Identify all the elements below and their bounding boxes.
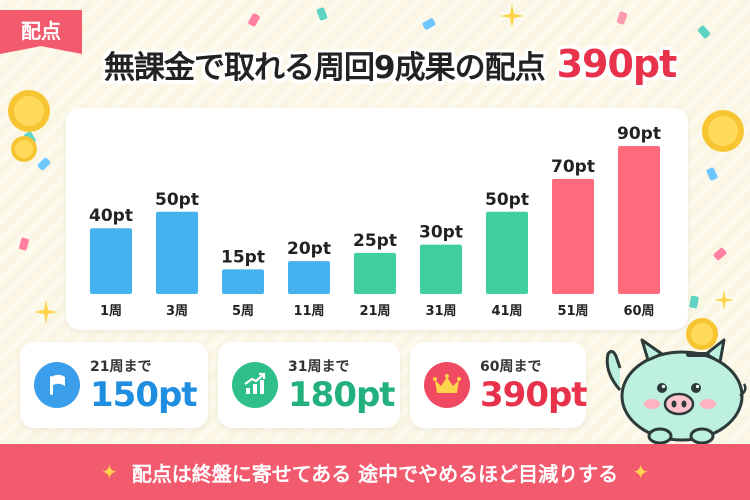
bar-31周	[420, 244, 462, 294]
title-text: 無課金で取れる周回9成果の配点	[104, 49, 546, 86]
chart-card: 40pt 1周 50pt 3周 15pt 5周 20pt 11周 25pt 21周 30pt 31周 5…	[66, 108, 688, 330]
crown-icon	[424, 362, 470, 408]
summary-label: 21周まで	[90, 359, 152, 375]
summary-label: 60周まで	[480, 359, 542, 375]
summary-value: 180pt	[288, 375, 396, 415]
flag-icon	[34, 362, 80, 408]
category-label: 5周	[232, 304, 254, 319]
category-label: 31周	[425, 304, 456, 319]
sparkle-icon: ✦	[632, 460, 649, 484]
value-label: 20pt	[287, 239, 331, 259]
page-title: 無課金で取れる周回9成果の配点 390pt	[104, 34, 734, 94]
footer-text: 配点は終盤に寄せてある 途中でやめるほど目減りする	[131, 461, 619, 486]
category-label: 21周	[359, 304, 390, 319]
title-total: 390pt	[556, 42, 678, 86]
summary-value: 150pt	[90, 375, 198, 415]
category-label: 60周	[623, 304, 654, 319]
bar-3周	[156, 211, 198, 294]
summary-card-31: 31周まで 180pt	[218, 342, 400, 428]
category-label: 11周	[293, 304, 324, 319]
value-label: 70pt	[551, 157, 595, 177]
bar-chart: 40pt 1周 50pt 3周 15pt 5周 20pt 11周 25pt 21周 30pt 31周 5…	[89, 124, 661, 319]
value-label: 15pt	[221, 247, 265, 267]
category-label: 1周	[100, 304, 122, 319]
summary-label: 31周まで	[288, 359, 350, 375]
footer-banner: ✦ 配点は終盤に寄せてある 途中でやめるほど目減りする ✦	[0, 444, 750, 500]
sparkle-icon: ✦	[101, 460, 118, 484]
piggy-bank-mascot	[605, 318, 747, 444]
category-label: 51周	[557, 304, 588, 319]
value-label: 30pt	[419, 223, 463, 243]
bar-51周	[552, 178, 594, 294]
category-label: 41周	[491, 304, 522, 319]
sparkle-icon	[500, 4, 524, 28]
coin-icon	[11, 136, 37, 162]
value-label: 90pt	[617, 124, 661, 144]
value-label: 40pt	[89, 206, 133, 226]
bar-11周	[288, 261, 330, 294]
bar-21周	[354, 252, 396, 294]
summary-card-60: 60周まで 390pt	[410, 342, 588, 428]
coin-icon	[8, 90, 50, 132]
sparkle-icon	[34, 300, 58, 324]
value-label: 25pt	[353, 231, 397, 251]
category-label: 3周	[166, 304, 188, 319]
bar-1周	[90, 228, 132, 294]
summary-value: 390pt	[480, 375, 588, 415]
summary-card-21: 21周まで 150pt	[20, 342, 208, 428]
value-label: 50pt	[485, 190, 529, 210]
bar-5周	[222, 269, 264, 294]
growth-chart-icon	[232, 362, 278, 408]
value-label: 50pt	[155, 190, 199, 210]
sparkle-icon	[714, 290, 734, 310]
bar-60周	[618, 146, 660, 294]
bar-41周	[486, 211, 528, 294]
coin-icon	[702, 110, 744, 152]
